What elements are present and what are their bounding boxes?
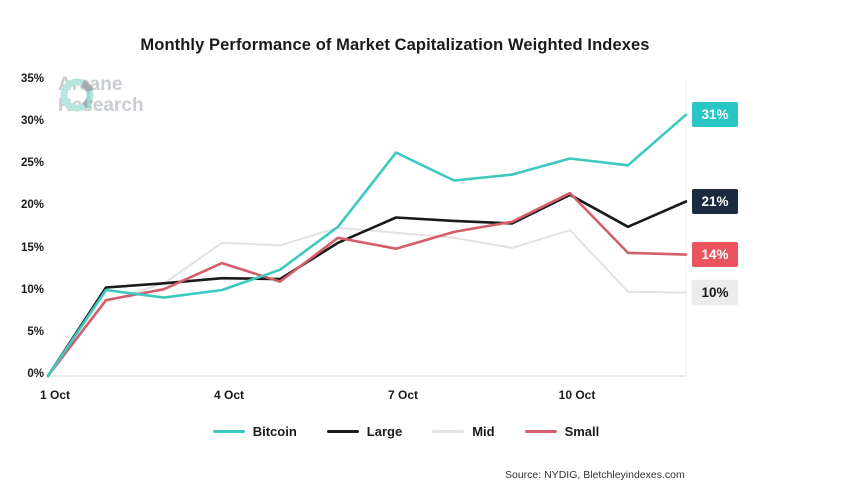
series-line-large <box>46 193 688 378</box>
y-axis-tick-label: 10% <box>20 283 44 296</box>
arcane-logo-icon <box>60 78 94 112</box>
watermark: Arcane Research <box>58 74 144 116</box>
legend-label: Bitcoin <box>252 424 297 439</box>
y-axis-tick-label: 5% <box>27 325 44 338</box>
legend-item-mid: Mid <box>432 424 495 439</box>
legend-item-large: Large <box>326 424 403 439</box>
y-axis-tick-label: 15% <box>20 241 44 254</box>
y-axis-tick-label: 0% <box>27 368 44 380</box>
end-label-badge-bitcoin: 31% <box>692 102 738 128</box>
legend-swatch-small <box>524 430 557 433</box>
y-axis-tick-label: 25% <box>20 157 44 170</box>
y-axis-tick-label: 20% <box>20 199 44 212</box>
x-axis-tick-label: 1 Oct <box>39 388 71 402</box>
source-note: Source: NYDIG, Bletchleyindexes.com <box>505 469 685 481</box>
y-axis-tick-label: 30% <box>20 115 44 128</box>
end-label-badge-large: 21% <box>692 189 738 215</box>
legend-label: Large <box>366 424 403 439</box>
x-axis-tick-label: 4 Oct <box>213 388 245 402</box>
legend-label: Mid <box>472 424 495 439</box>
series-line-small <box>46 191 688 378</box>
y-axis-tick-label: 35% <box>20 73 44 85</box>
legend-label: Small <box>564 424 600 439</box>
legend-swatch-large <box>326 430 359 433</box>
legend-swatch-bitcoin <box>212 430 245 433</box>
series-line-bitcoin <box>46 113 688 378</box>
page-title: Monthly Performance of Market Capitaliza… <box>140 36 650 54</box>
series-line-mid <box>47 226 687 377</box>
legend-item-small: Small <box>524 424 600 439</box>
legend: Bitcoin Large Mid Small <box>0 424 812 439</box>
x-axis-tick-label: 10 Oct <box>558 388 596 402</box>
end-label-badge-mid: 10% <box>692 280 738 306</box>
end-label-badge-small: 14% <box>692 242 738 268</box>
x-axis-tick-label: 7 Oct <box>387 388 419 402</box>
legend-item-bitcoin: Bitcoin <box>212 424 297 439</box>
legend-swatch-mid <box>432 430 465 433</box>
